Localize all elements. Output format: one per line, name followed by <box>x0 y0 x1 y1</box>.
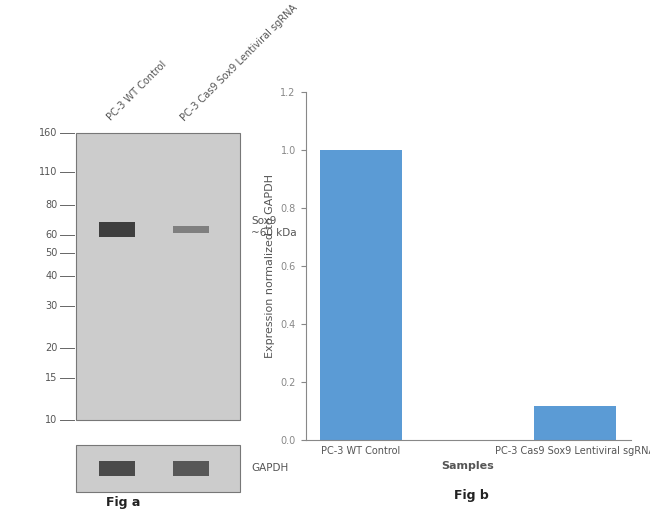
FancyBboxPatch shape <box>77 445 240 492</box>
Bar <box>99 461 135 476</box>
Text: PC-3 WT Control: PC-3 WT Control <box>105 60 168 123</box>
Bar <box>173 461 209 476</box>
X-axis label: Samples: Samples <box>441 461 495 472</box>
Bar <box>99 222 135 237</box>
Text: PC-3 Cas9 Sox9 Lentiviral sgRNA: PC-3 Cas9 Sox9 Lentiviral sgRNA <box>179 3 299 123</box>
Text: 60: 60 <box>45 229 57 240</box>
FancyBboxPatch shape <box>77 133 240 420</box>
Text: 10: 10 <box>45 415 57 425</box>
Y-axis label: Expression normalized to GAPDH: Expression normalized to GAPDH <box>265 174 275 358</box>
Text: 15: 15 <box>45 373 57 383</box>
Text: 160: 160 <box>39 128 57 138</box>
Bar <box>534 406 616 440</box>
Text: 20: 20 <box>45 343 57 353</box>
Bar <box>173 226 209 233</box>
Text: Fig a: Fig a <box>106 497 140 509</box>
Text: 40: 40 <box>45 271 57 282</box>
Text: 30: 30 <box>45 301 57 311</box>
Text: Fig b: Fig b <box>454 489 489 502</box>
Text: 50: 50 <box>45 248 57 259</box>
Bar <box>320 150 402 440</box>
Text: GAPDH: GAPDH <box>251 463 289 474</box>
Text: 110: 110 <box>39 167 57 177</box>
Text: 80: 80 <box>45 200 57 210</box>
Text: Sox9
~60 kDa: Sox9 ~60 kDa <box>251 216 297 238</box>
